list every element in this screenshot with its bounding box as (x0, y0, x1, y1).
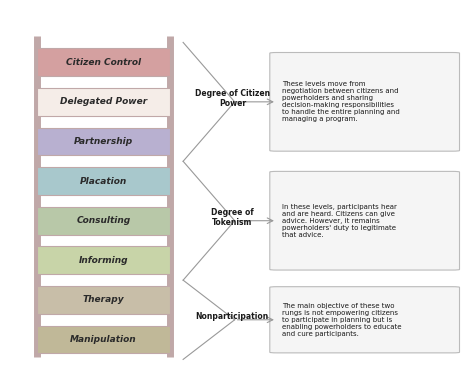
Text: Degree of Citizen
Power: Degree of Citizen Power (195, 89, 270, 108)
Text: Citizen Control: Citizen Control (66, 58, 141, 67)
Text: Consulting: Consulting (76, 216, 131, 225)
Text: Therapy: Therapy (82, 295, 124, 304)
FancyBboxPatch shape (270, 172, 459, 270)
Text: Delegated Power: Delegated Power (60, 97, 147, 106)
FancyBboxPatch shape (36, 167, 171, 195)
Text: Degree of
Tokenism: Degree of Tokenism (211, 208, 254, 227)
Text: These levels move from
negotiation between citizens and
powerholders and sharing: These levels move from negotiation betwe… (283, 81, 400, 122)
Text: Partnership: Partnership (74, 137, 133, 146)
Text: In these levels, participants hear
and are heard. Citizens can give
advice. Howe: In these levels, participants hear and a… (283, 204, 397, 238)
FancyBboxPatch shape (36, 246, 171, 274)
Text: The main objective of these two
rungs is not empowering citizens
to participate : The main objective of these two rungs is… (283, 303, 402, 337)
FancyBboxPatch shape (36, 286, 171, 314)
Text: Nonparticipation: Nonparticipation (196, 312, 269, 321)
FancyBboxPatch shape (36, 207, 171, 235)
FancyBboxPatch shape (36, 88, 171, 116)
Text: Informing: Informing (79, 256, 128, 265)
FancyBboxPatch shape (36, 326, 171, 353)
FancyBboxPatch shape (36, 49, 171, 76)
Text: Placation: Placation (80, 176, 127, 186)
Text: Manipulation: Manipulation (70, 335, 137, 344)
FancyBboxPatch shape (36, 128, 171, 155)
FancyBboxPatch shape (270, 52, 459, 151)
FancyBboxPatch shape (270, 287, 459, 353)
